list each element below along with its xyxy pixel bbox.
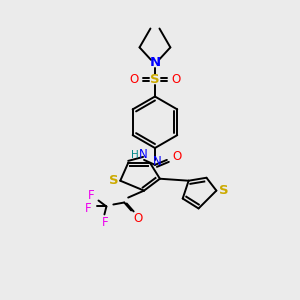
Text: F: F [88,189,95,202]
Text: S: S [109,174,118,187]
Text: O: O [171,73,180,86]
Text: N: N [149,56,161,69]
Text: N: N [153,155,161,168]
Text: S: S [218,184,228,197]
Text: O: O [134,212,143,225]
Text: H: H [131,150,139,160]
Text: F: F [102,216,109,229]
Text: N: N [139,148,147,161]
Text: S: S [150,73,160,86]
Text: O: O [130,73,139,86]
Text: O: O [172,150,182,164]
Text: F: F [85,202,92,215]
